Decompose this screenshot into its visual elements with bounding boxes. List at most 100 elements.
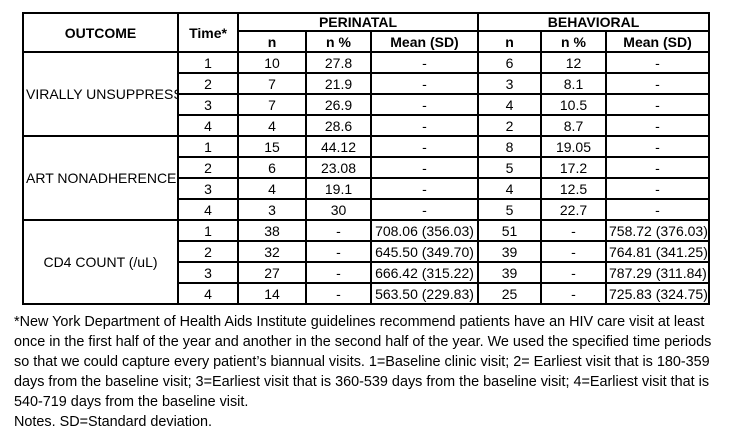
perinatal-n-cell: 14 bbox=[237, 282, 307, 305]
behavioral-npct-cell: - bbox=[540, 219, 607, 242]
time-cell: 1 bbox=[177, 219, 239, 242]
behavioral-n-cell: 8 bbox=[477, 135, 542, 158]
perinatal-mean-cell: 563.50 (229.83) bbox=[370, 282, 479, 305]
perinatal-npct-cell: 30 bbox=[305, 198, 372, 221]
header-row-2: n n % Mean (SD) n n % Mean (SD) bbox=[23, 30, 711, 53]
table-row: 2 7 21.9 - 3 8.1 - bbox=[23, 72, 711, 95]
perinatal-npct-cell: 19.1 bbox=[305, 177, 372, 200]
behavioral-header: BEHAVIORAL bbox=[476, 12, 711, 32]
behavioral-npct-cell: 12 bbox=[540, 51, 607, 74]
time-cell: 1 bbox=[177, 135, 239, 158]
table-row: 2 6 23.08 - 5 17.2 - bbox=[23, 156, 711, 179]
behavioral-npct-header: n % bbox=[540, 30, 607, 53]
behavioral-n-cell: 4 bbox=[477, 177, 542, 200]
perinatal-mean-cell: - bbox=[370, 51, 479, 74]
perinatal-npct-cell: - bbox=[305, 219, 372, 242]
perinatal-n-cell: 10 bbox=[237, 51, 307, 74]
table-row: CD4 COUNT (/uL) 1 38 - 708.06 (356.03) 5… bbox=[22, 219, 711, 305]
behavioral-mean-cell: - bbox=[604, 114, 711, 137]
perinatal-npct-cell: 28.6 bbox=[305, 114, 372, 137]
perinatal-n-cell: 7 bbox=[237, 93, 307, 116]
behavioral-mean-header: Mean (SD) bbox=[604, 30, 711, 53]
perinatal-mean-cell: 708.06 (356.03) bbox=[370, 219, 479, 242]
behavioral-n-cell: 39 bbox=[477, 261, 542, 284]
behavioral-n-cell: 5 bbox=[477, 198, 542, 221]
perinatal-mean-cell: - bbox=[370, 198, 479, 221]
behavioral-n-cell: 25 bbox=[477, 282, 542, 305]
perinatal-n-cell: 4 bbox=[237, 114, 307, 137]
perinatal-mean-cell: 666.42 (315.22) bbox=[370, 261, 479, 284]
behavioral-n-cell: 2 bbox=[477, 114, 542, 137]
behavioral-npct-cell: 17.2 bbox=[540, 156, 607, 179]
behavioral-mean-cell: - bbox=[604, 72, 711, 95]
header-row-1: OUTCOME Time* PERINATAL BEHAVIORAL bbox=[22, 12, 711, 53]
time-cell: 1 bbox=[177, 51, 239, 74]
perinatal-npct-cell: 27.8 bbox=[305, 51, 372, 74]
perinatal-n-cell: 15 bbox=[237, 135, 307, 158]
perinatal-npct-cell: 23.08 bbox=[305, 156, 372, 179]
outcomes-table: OUTCOME Time* PERINATAL BEHAVIORAL n n %… bbox=[22, 12, 711, 305]
perinatal-mean-cell: - bbox=[370, 72, 479, 95]
outcome-cell: VIRALLY UNSUPPRESSED bbox=[22, 51, 179, 137]
perinatal-mean-cell: - bbox=[370, 156, 479, 179]
outcome-cell: ART NONADHERENCE bbox=[22, 135, 179, 221]
perinatal-n-cell: 32 bbox=[237, 240, 307, 263]
time-cell: 4 bbox=[177, 198, 239, 221]
time-cell: 3 bbox=[177, 261, 239, 284]
perinatal-n-cell: 4 bbox=[237, 177, 307, 200]
time-cell: 2 bbox=[177, 240, 239, 263]
behavioral-npct-cell: 12.5 bbox=[540, 177, 607, 200]
behavioral-npct-cell: - bbox=[540, 261, 607, 284]
table-row: 4 3 30 - 5 22.7 - bbox=[23, 198, 711, 221]
notes-line: Notes. SD=Standard deviation. bbox=[14, 414, 212, 430]
table-footnote: *New York Department of Health Aids Inst… bbox=[14, 314, 712, 410]
table-row: 2 32 - 645.50 (349.70) 39 - 764.81 (341.… bbox=[23, 240, 711, 263]
behavioral-mean-cell: 787.29 (311.84) bbox=[604, 261, 711, 284]
behavioral-mean-cell: - bbox=[604, 156, 711, 179]
behavioral-mean-cell: 764.81 (341.25) bbox=[604, 240, 711, 263]
behavioral-n-cell: 4 bbox=[477, 93, 542, 116]
time-cell: 3 bbox=[177, 93, 239, 116]
table-row: VIRALLY UNSUPPRESSED 1 10 27.8 - 6 12 - bbox=[22, 51, 711, 137]
behavioral-mean-cell: 725.83 (324.75) bbox=[604, 282, 711, 305]
perinatal-npct-header: n % bbox=[305, 30, 372, 53]
behavioral-npct-cell: 10.5 bbox=[540, 93, 607, 116]
time-cell: 4 bbox=[177, 282, 239, 305]
perinatal-mean-cell: 645.50 (349.70) bbox=[370, 240, 479, 263]
perinatal-mean-cell: - bbox=[370, 135, 479, 158]
perinatal-mean-cell: - bbox=[370, 93, 479, 116]
behavioral-n-cell: 39 bbox=[477, 240, 542, 263]
perinatal-mean-cell: - bbox=[370, 177, 479, 200]
perinatal-n-cell: 3 bbox=[237, 198, 307, 221]
table-row: 4 4 28.6 - 2 8.7 - bbox=[23, 114, 711, 137]
perinatal-n-cell: 38 bbox=[237, 219, 307, 242]
table-row: ART NONADHERENCE 1 15 44.12 - 8 19.05 - bbox=[22, 135, 711, 221]
perinatal-mean-cell: - bbox=[370, 114, 479, 137]
time-cell: 3 bbox=[177, 177, 239, 200]
perinatal-n-header: n bbox=[237, 30, 307, 53]
behavioral-mean-cell: - bbox=[604, 198, 711, 221]
perinatal-n-cell: 27 bbox=[237, 261, 307, 284]
behavioral-npct-cell: 8.1 bbox=[540, 72, 607, 95]
table-row: 3 7 26.9 - 4 10.5 - bbox=[23, 93, 711, 116]
perinatal-npct-cell: - bbox=[305, 282, 372, 305]
behavioral-npct-cell: 19.05 bbox=[540, 135, 607, 158]
behavioral-npct-cell: 22.7 bbox=[540, 198, 607, 221]
behavioral-npct-cell: 8.7 bbox=[540, 114, 607, 137]
table-row: 4 14 - 563.50 (229.83) 25 - 725.83 (324.… bbox=[23, 282, 711, 305]
behavioral-n-cell: 51 bbox=[477, 219, 542, 242]
outcome-cell: CD4 COUNT (/uL) bbox=[22, 219, 179, 305]
behavioral-mean-cell: - bbox=[604, 177, 711, 200]
behavioral-mean-cell: - bbox=[604, 135, 711, 158]
behavioral-mean-cell: 758.72 (376.03) bbox=[604, 219, 711, 242]
behavioral-n-header: n bbox=[477, 30, 542, 53]
time-cell: 4 bbox=[177, 114, 239, 137]
perinatal-mean-header: Mean (SD) bbox=[370, 30, 479, 53]
outcome-header: OUTCOME bbox=[22, 12, 179, 53]
time-cell: 2 bbox=[177, 72, 239, 95]
time-header: Time* bbox=[177, 12, 239, 53]
perinatal-npct-cell: - bbox=[305, 240, 372, 263]
perinatal-n-cell: 6 bbox=[237, 156, 307, 179]
perinatal-n-cell: 7 bbox=[237, 72, 307, 95]
time-cell: 2 bbox=[177, 156, 239, 179]
